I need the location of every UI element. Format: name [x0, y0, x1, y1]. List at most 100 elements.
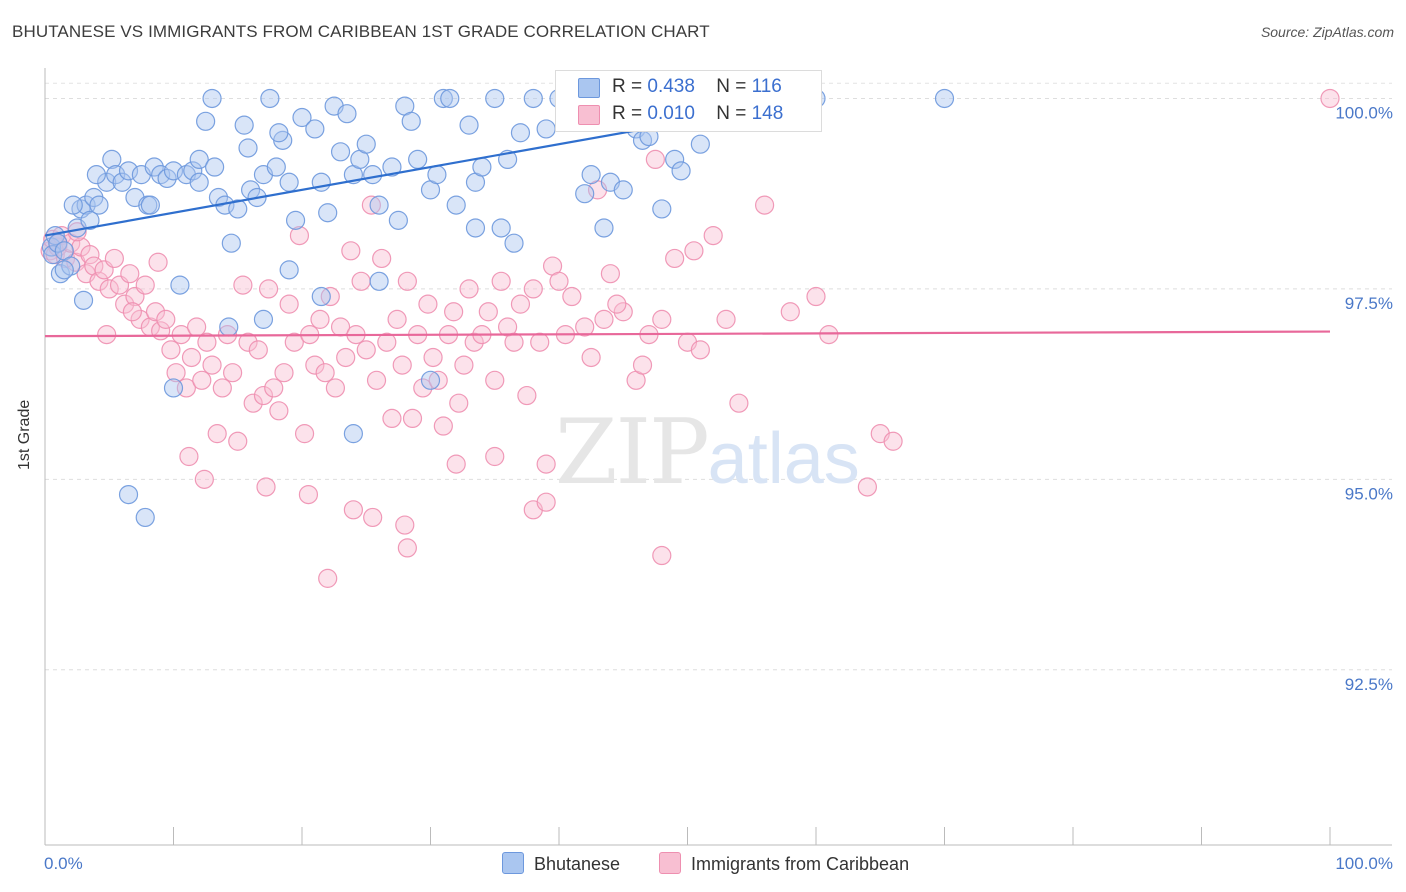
caribbean-point [294, 424, 315, 444]
bhutanese-point [102, 149, 122, 170]
bhutanese-point [269, 123, 289, 143]
bhutanese-point [205, 157, 225, 177]
bottom-legend-swatch-caribbean [659, 852, 681, 874]
tick-labels: 100.0% 97.5% 95.0% 92.5% 0.0% 100.0% [44, 103, 1393, 873]
legend-row-caribbean: R = 0.010 N = 148 [578, 103, 784, 125]
bhutanese-point [285, 210, 306, 230]
caribbean-point [536, 492, 556, 512]
caribbean-point [310, 309, 330, 329]
caribbean-point [478, 302, 498, 322]
bhutanese-point [202, 88, 222, 109]
caribbean-point [780, 302, 800, 322]
x-tick-label: 100.0% [1335, 854, 1393, 873]
gridlines [45, 82, 1392, 671]
legend-r-label: R = [612, 76, 648, 97]
caribbean-point [269, 401, 289, 421]
bhutanese-point [318, 203, 338, 223]
bhutanese-point [401, 111, 421, 131]
y-tick-label: 100.0% [1335, 103, 1393, 122]
legend-n-value: 116 [751, 76, 782, 97]
caribbean-point [135, 275, 155, 295]
caribbean-point [253, 385, 274, 406]
caribbean-trend-line [44, 330, 1331, 338]
caribbean-point [428, 370, 448, 390]
bhutanese-point [54, 260, 74, 280]
bhutanese-point [356, 134, 376, 154]
watermark-zip: ZIP [555, 400, 710, 505]
legend-n-label: N = [716, 76, 752, 97]
caribbean-point [562, 286, 582, 307]
bhutanese-point [279, 172, 299, 192]
caribbean-point [318, 568, 338, 588]
caribbean-point [197, 332, 217, 352]
caribbean-point [423, 347, 443, 368]
caribbean-point [652, 545, 672, 566]
bhutanese-point [382, 157, 402, 177]
caribbean-point [361, 195, 381, 215]
source-credit: Source: ZipAtlas.com [1260, 24, 1394, 40]
watermark-atlas: atlas [707, 419, 860, 499]
caribbean-point [806, 286, 826, 307]
caribbean-point [179, 446, 199, 467]
caribbean-point [444, 302, 464, 322]
caribbean-point [238, 332, 258, 352]
bhutanese-point [140, 195, 160, 215]
bhutanese-point [279, 260, 299, 280]
bhutanese-point [118, 484, 139, 505]
caribbean-point [523, 279, 543, 299]
caribbean-point [382, 408, 402, 429]
bhutanese-point [311, 286, 331, 307]
caribbean-point [485, 370, 505, 390]
bhutanese-point [163, 378, 184, 398]
caribbean-point [212, 378, 232, 398]
caribbean-point [161, 340, 181, 360]
bhutanese-point [343, 424, 363, 444]
caribbean-point [341, 241, 361, 261]
bhutanese-point [266, 157, 286, 177]
caribbean-point [387, 309, 407, 329]
caribbean-point [413, 378, 433, 398]
caribbean-point [305, 355, 325, 375]
caribbean-point [652, 309, 672, 329]
caribbean-point [298, 484, 319, 505]
bhutanese-point [73, 290, 94, 310]
bhutanese-point [86, 165, 107, 185]
caribbean-point [418, 294, 438, 314]
y-axis-label: 1st Grade [16, 399, 33, 470]
bhutanese-point [106, 165, 126, 185]
bhutanese-point [221, 233, 241, 253]
bhutanese-point [652, 199, 672, 219]
caribbean-point [363, 507, 383, 528]
legend-r-label: R = [612, 103, 648, 124]
bhutanese-point [465, 218, 486, 238]
caribbean-point [433, 416, 453, 436]
caribbean-point [504, 332, 524, 352]
caribbean-point [148, 252, 168, 272]
caribbean-point [122, 302, 142, 322]
bhutanese-point [112, 172, 132, 192]
caribbean-point [343, 500, 363, 520]
bhutanese-point [43, 245, 63, 265]
caribbean-point [716, 309, 736, 329]
legend-n-value: 148 [751, 103, 784, 124]
legend-swatch-caribbean [578, 105, 600, 125]
caribbean-point [377, 332, 397, 352]
caribbean-point [228, 431, 248, 451]
caribbean-point [392, 355, 412, 375]
y-tick-label: 92.5% [1345, 675, 1393, 694]
bhutanese-point [238, 138, 258, 158]
caribbean-point [883, 431, 903, 451]
bhutanese-point [446, 195, 466, 215]
caribbean-point [207, 424, 227, 444]
caribbean-point [315, 363, 335, 383]
bhutanese-point [510, 123, 531, 143]
caribbean-point [645, 149, 665, 170]
caribbean-point [115, 294, 135, 314]
bottom-legend-label: Bhutanese [534, 854, 621, 874]
caribbean-point [97, 325, 117, 345]
watermark: ZIPatlas [555, 400, 860, 505]
caribbean-point [536, 454, 556, 474]
bhutanese-point [135, 507, 155, 528]
caribbean-point [754, 195, 775, 215]
